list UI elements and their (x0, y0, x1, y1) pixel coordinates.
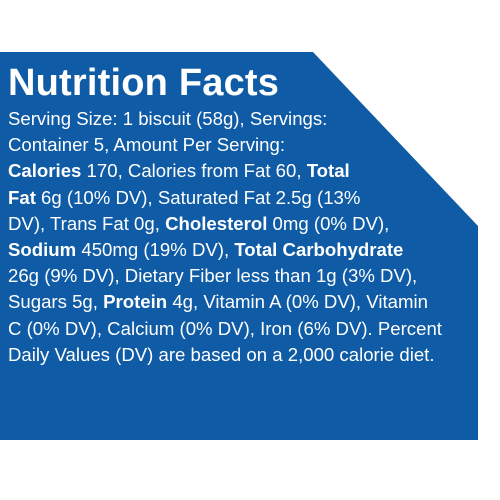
nutrition-line: Daily Values (DV) are based on a 2,000 c… (8, 342, 478, 368)
nutrient-text: DV), Trans Fat 0g, (8, 212, 166, 234)
nutrient-heading: Fat (8, 186, 36, 208)
nutrition-line: Sodium 450mg (19% DV), Total Carbohydrat… (8, 237, 478, 263)
nutrient-text: Daily Values (DV) are based on a 2,000 c… (8, 343, 435, 365)
nutrition-line: Fat 6g (10% DV), Saturated Fat 2.5g (13% (8, 185, 478, 211)
nutrient-text: Serving Size: 1 biscuit (58g), Servings: (8, 108, 328, 129)
nutrient-text: C (0% DV), Calcium (0% DV), Iron (6% DV)… (8, 317, 442, 339)
panel-trapezoid (0, 52, 478, 440)
nutrient-heading: Cholesterol (165, 212, 268, 234)
nutrient-heading: Total (306, 160, 350, 182)
nutrient-text: 450mg (19% DV), (76, 239, 235, 261)
nutrient-text: Sugars 5g, (8, 291, 104, 313)
nutrition-line: Sugars 5g, Protein 4g, Vitamin A (0% DV)… (8, 289, 478, 315)
nutrition-line: DV), Trans Fat 0g, Cholesterol 0mg (0% D… (8, 211, 478, 237)
nutrition-line: Container 5, Amount Per Serving: (8, 132, 478, 158)
nutrient-heading: Protein (103, 291, 168, 313)
nutrition-line: 26g (9% DV), Dietary Fiber less than 1g … (8, 263, 478, 289)
nutrition-text-block: Nutrition Facts Serving Size: 1 biscuit … (8, 60, 478, 368)
nutrient-text: 6g (10% DV), Saturated Fat 2.5g (13% (35, 186, 361, 208)
nutrient-heading: Calories (8, 160, 82, 182)
nutrition-lines: Serving Size: 1 biscuit (58g), Servings:… (8, 106, 478, 368)
nutrient-text: 170, Calories from Fat 60, (81, 160, 307, 182)
nutrient-heading: Sodium (8, 239, 77, 261)
nutrient-text: Container 5, Amount Per Serving: (8, 134, 285, 156)
nutrition-facts-title: Nutrition Facts (8, 62, 280, 104)
nutrient-text: 4g, Vitamin A (0% DV), Vitamin (167, 291, 428, 313)
nutrient-heading: Total Carbohydrate (234, 239, 404, 261)
nutrient-text: 26g (9% DV), Dietary Fiber less than 1g … (8, 265, 418, 287)
nutrient-text: 0mg (0% DV), (267, 212, 390, 234)
nutrition-line: C (0% DV), Calcium (0% DV), Iron (6% DV)… (8, 316, 478, 342)
nutrition-line: Calories 170, Calories from Fat 60, Tota… (8, 158, 478, 184)
nutrition-line: Serving Size: 1 biscuit (58g), Servings: (8, 106, 478, 132)
